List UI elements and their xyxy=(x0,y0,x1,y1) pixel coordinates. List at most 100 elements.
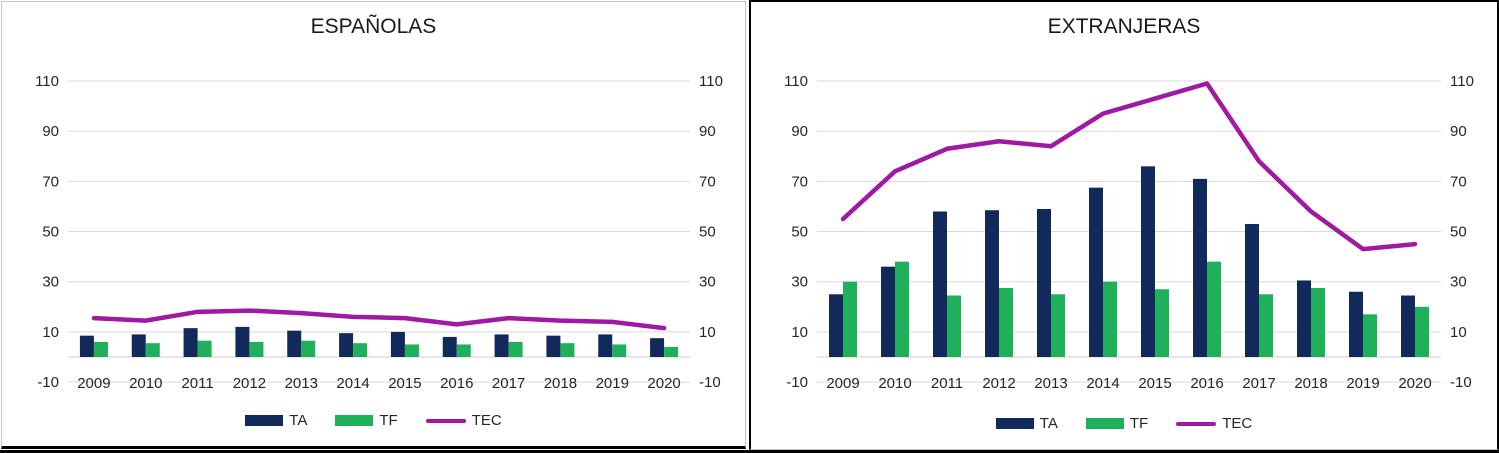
y-tick-left: 90 xyxy=(791,123,808,140)
x-tick-label: 2020 xyxy=(647,375,680,392)
tec-line xyxy=(840,81,1418,252)
bar-ta xyxy=(390,331,405,357)
bar-ta xyxy=(183,328,198,357)
y-tick-left: 50 xyxy=(42,224,59,241)
bar-ta xyxy=(985,210,999,357)
bar-ta xyxy=(131,334,146,357)
bar-tf xyxy=(1363,314,1377,357)
x-tick-label: 2017 xyxy=(1242,375,1275,392)
legend-item-tf: TF xyxy=(335,412,398,429)
bar-ta xyxy=(933,211,947,357)
legend-item-tec: TEC xyxy=(425,412,502,429)
x-tick-label: 2010 xyxy=(129,375,162,392)
legend-item-tf: TF xyxy=(1085,415,1149,432)
legend-swatch-tec xyxy=(1176,421,1217,426)
y-tick-right: 90 xyxy=(1450,123,1467,140)
bar-ta xyxy=(79,335,94,357)
bar-tf xyxy=(560,343,575,357)
bar-ta xyxy=(1349,291,1363,357)
x-tick-label: 2018 xyxy=(1294,375,1327,392)
x-tick-label: 2015 xyxy=(1138,375,1171,392)
x-tick-label: 2015 xyxy=(388,375,421,392)
bar-tf xyxy=(664,346,679,357)
y-tick-right: 110 xyxy=(1450,73,1474,90)
bar-tf xyxy=(93,341,108,357)
bar-ta xyxy=(1141,166,1155,357)
y-tick-right: 90 xyxy=(699,123,716,140)
bar-tf xyxy=(1311,288,1325,357)
x-tick-label: 2019 xyxy=(596,375,629,392)
legend-item-ta: TA xyxy=(245,412,307,429)
bar-ta xyxy=(494,334,509,357)
bar-tf xyxy=(1259,294,1273,357)
y-tick-left: -10 xyxy=(37,374,59,391)
bar-ta xyxy=(1037,208,1051,357)
bar-tf xyxy=(145,343,160,357)
x-tick-label: 2012 xyxy=(982,375,1015,392)
y-tick-left: 70 xyxy=(42,173,59,190)
bar-tf xyxy=(1415,306,1429,357)
y-tick-right: 70 xyxy=(1450,173,1467,190)
chart-title-extranjeras: EXTRANJERAS xyxy=(1047,15,1201,38)
bar-tf xyxy=(404,344,419,357)
y-tick-right: 10 xyxy=(699,324,716,341)
bar-tf xyxy=(249,341,264,357)
legend-swatch-ta xyxy=(995,418,1034,429)
chart-plot-extranjeras: -10 -10 10 10 30 30 50 50 70 70 90 90 110 110 2009 2010… xyxy=(784,73,1474,392)
legend-item-tec: TEC xyxy=(1176,415,1252,432)
bar-tf xyxy=(1051,294,1065,357)
x-tick-label: 2018 xyxy=(544,375,577,392)
legend-label-ta: TA xyxy=(289,412,308,429)
x-tick-label: 2011 xyxy=(931,375,963,392)
legend-label-tec: TEC xyxy=(1222,415,1253,432)
x-tick-label: 2013 xyxy=(1034,375,1067,392)
y-tick-right: 110 xyxy=(699,73,723,90)
chart-plot-espanolas: -10 -10 10 10 30 30 50 50 70 70 90 90 110 110 2009 2010… xyxy=(35,73,723,392)
x-tick-label: 2016 xyxy=(1190,375,1223,392)
bar-tf xyxy=(895,261,909,357)
y-tick-left: -10 xyxy=(786,374,808,391)
bar-tf xyxy=(1155,289,1169,357)
chart-legend-espanolas: TA TF TEC xyxy=(2,412,745,429)
bar-ta xyxy=(1297,280,1311,357)
bar-tf xyxy=(456,344,471,357)
y-tick-right: 50 xyxy=(699,224,716,241)
bar-tf xyxy=(1207,261,1221,357)
x-tick-label: 2014 xyxy=(1086,375,1119,392)
chart-legend-extranjeras: TA TF TEC xyxy=(751,415,1497,432)
bar-ta xyxy=(829,294,843,357)
x-tick-label: 2011 xyxy=(181,375,213,392)
x-tick-label: 2012 xyxy=(233,375,266,392)
y-tick-right: 30 xyxy=(699,274,716,291)
y-tick-left: 30 xyxy=(42,274,59,291)
tec-line xyxy=(91,308,667,331)
x-tick-label: 2013 xyxy=(285,375,318,392)
y-tick-right: -10 xyxy=(1450,374,1472,391)
y-tick-left: 10 xyxy=(42,324,59,341)
y-tick-left: 10 xyxy=(791,324,808,341)
bar-ta xyxy=(287,330,302,357)
chart-panel-espanolas: ESPAÑOLAS -10 -10 10 10 30 30 50 50 70 70 90 90 110 1… xyxy=(1,1,746,449)
legend-label-tec: TEC xyxy=(471,412,502,429)
y-tick-left: 110 xyxy=(35,73,59,90)
legend-label-ta: TA xyxy=(1039,415,1058,432)
legend-swatch-tec xyxy=(425,418,466,423)
bar-tf xyxy=(947,295,961,357)
bar-ta xyxy=(1089,187,1103,357)
bar-tf xyxy=(353,343,368,357)
legend-label-tf: TF xyxy=(1129,415,1149,432)
bar-ta xyxy=(1401,295,1415,357)
bar-ta xyxy=(546,335,561,357)
bar-tf xyxy=(197,340,212,357)
bar-ta xyxy=(1245,224,1259,357)
x-tick-label: 2017 xyxy=(492,375,525,392)
bar-ta xyxy=(650,338,665,357)
y-tick-right: 50 xyxy=(1450,224,1467,241)
y-tick-left: 110 xyxy=(784,73,808,90)
bar-tf xyxy=(508,341,523,357)
chart-title-espanolas: ESPAÑOLAS xyxy=(310,15,437,38)
legend-swatch-tf xyxy=(335,415,374,426)
bar-tf xyxy=(301,340,316,357)
y-tick-right: -10 xyxy=(699,374,721,391)
